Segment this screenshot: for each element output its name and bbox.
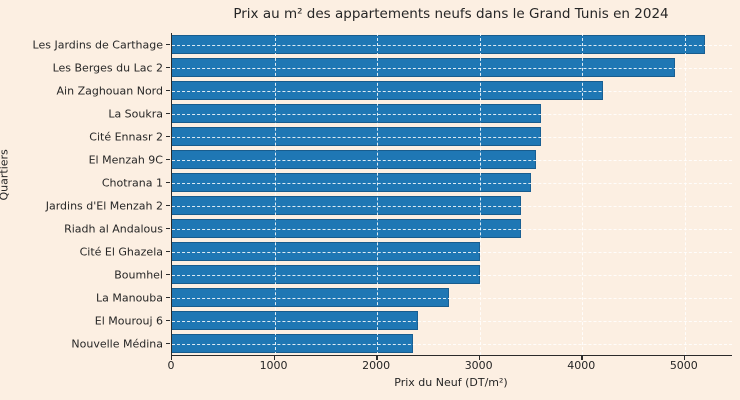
y-tick-label: Jardins d'El Menzah 2: [45, 199, 163, 212]
y-tick-mark: [166, 43, 170, 46]
y-tick-label: Cité El Ghazela: [79, 245, 163, 258]
h-gridline: [172, 343, 732, 345]
y-axis-label: Quartiers: [0, 149, 11, 201]
x-tick-mark: [683, 356, 686, 360]
y-tick-label: Les Berges du Lac 2: [52, 61, 163, 74]
y-tick-label: La Soukra: [108, 107, 163, 120]
y-tick-label: El Menzah 9C: [88, 153, 163, 166]
v-gridline: [684, 33, 686, 355]
y-tick-label: Riadh al Andalous: [64, 222, 163, 235]
h-gridline: [172, 297, 732, 299]
y-tick-mark: [166, 89, 170, 92]
x-axis-label: Prix du Neuf (DT/m²): [394, 376, 508, 389]
y-tick-mark: [166, 66, 170, 69]
h-gridline: [172, 205, 732, 207]
x-tick-label: 4000: [567, 359, 596, 372]
y-tick-mark: [166, 273, 170, 276]
x-tick-label: 3000: [464, 359, 493, 372]
v-gridline: [582, 33, 584, 355]
h-gridline: [172, 90, 732, 92]
h-gridline: [172, 182, 732, 184]
h-gridline: [172, 44, 732, 46]
h-gridline: [172, 251, 732, 253]
y-tick-label: Chotrana 1: [101, 176, 163, 189]
h-gridline: [172, 159, 732, 161]
y-tick-label: Boumhel: [114, 268, 163, 281]
y-tick-mark: [166, 135, 170, 138]
h-gridline: [172, 320, 732, 322]
x-tick-mark: [171, 356, 173, 360]
y-tick-mark: [166, 342, 170, 345]
y-tick-mark: [166, 227, 170, 230]
h-gridline: [172, 67, 732, 69]
y-tick-label: Les Jardins de Carthage: [32, 38, 163, 51]
v-gridline: [377, 33, 379, 355]
x-tick-label: 1000: [259, 359, 288, 372]
x-tick-label: 2000: [362, 359, 391, 372]
chart-title: Prix au m² des appartements neufs dans l…: [233, 6, 669, 22]
x-tick-label: 0: [167, 359, 175, 372]
y-tick-label: Nouvelle Médina: [71, 337, 163, 350]
y-tick-mark: [166, 204, 170, 207]
v-gridline: [274, 33, 276, 355]
y-tick-mark: [166, 250, 170, 253]
y-tick-label: El Mourouj 6: [94, 314, 163, 327]
x-tick-mark: [273, 356, 275, 360]
y-tick-label: Cité Ennasr 2: [89, 130, 163, 143]
h-gridline: [172, 228, 732, 230]
x-tick-mark: [376, 356, 378, 360]
y-tick-label: Ain Zaghouan Nord: [56, 84, 163, 97]
x-tick-mark: [581, 356, 583, 360]
y-tick-mark: [166, 296, 170, 299]
v-gridline: [479, 33, 481, 355]
y-tick-mark: [166, 181, 170, 184]
y-tick-mark: [166, 319, 170, 322]
plot-area: [171, 33, 732, 356]
x-tick-mark: [478, 356, 481, 360]
y-tick-mark: [166, 158, 170, 161]
h-gridline: [172, 113, 732, 115]
h-gridline: [172, 136, 732, 138]
x-tick-label: 5000: [669, 359, 698, 372]
y-tick-mark: [166, 112, 170, 115]
h-gridline: [172, 274, 732, 276]
y-tick-label: La Manouba: [96, 291, 163, 304]
